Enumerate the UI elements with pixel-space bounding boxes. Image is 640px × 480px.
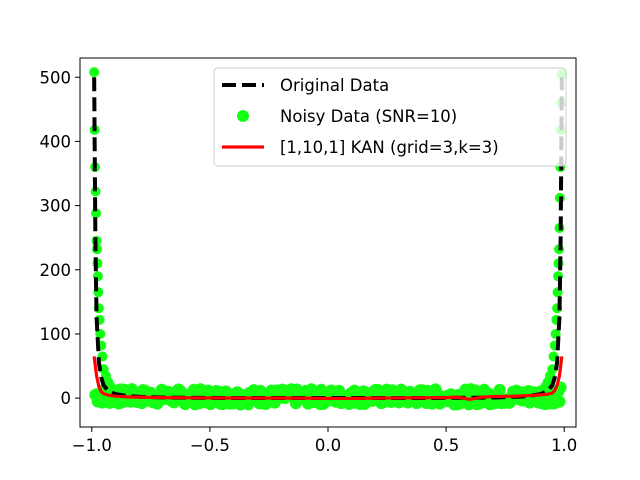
kan-fit-line	[92, 356, 564, 402]
x-tick-label: −1.0	[72, 436, 112, 455]
y-tick-label: 100	[40, 325, 72, 344]
legend-box	[213, 67, 567, 167]
legend-label: [1,10,1] KAN (grid=3,k=3)	[280, 138, 499, 157]
noisy-data-point	[89, 67, 100, 78]
noisy-data-point	[493, 383, 506, 396]
x-tick-label: 0.0	[315, 436, 341, 455]
x-tick-label: −0.5	[190, 436, 230, 455]
noisy-data-point	[553, 395, 566, 408]
noisy-data-point	[95, 328, 106, 339]
x-tick-label: 0.5	[433, 436, 459, 455]
plot-area	[89, 67, 567, 411]
x-tick-label: 1.0	[551, 436, 577, 455]
y-tick-label: 500	[40, 68, 72, 87]
y-tick-label: 300	[40, 197, 72, 216]
legend-label: Noisy Data (SNR=10)	[280, 107, 457, 126]
y-tick-label: 200	[40, 261, 72, 280]
axes: −1.0 −0.5 0.0 0.5 1.0 0 100 200 300 400 500	[40, 57, 577, 455]
y-tick-label: 400	[40, 132, 72, 151]
legend-noisy-swatch	[237, 110, 249, 122]
original-data-line	[92, 77, 564, 401]
legend: Original Data Noisy Data (SNR=10) [1,10,1]…	[213, 67, 567, 167]
legend-label: Original Data	[280, 76, 389, 95]
y-tick-label: 0	[61, 389, 72, 408]
